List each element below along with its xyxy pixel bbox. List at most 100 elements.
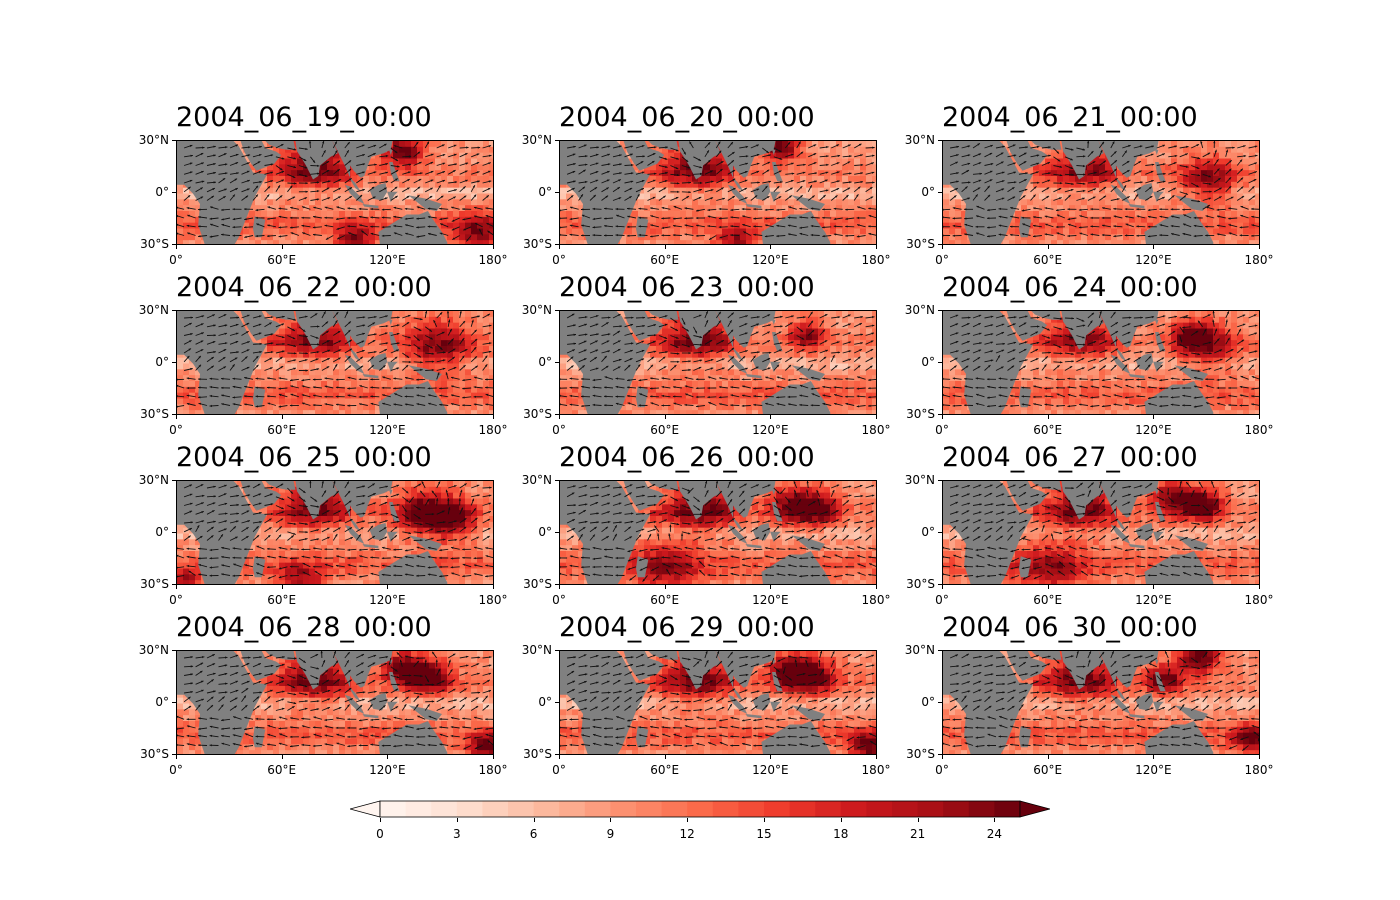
lon-label: 180° — [1244, 423, 1274, 437]
land-mass — [295, 311, 338, 350]
lon-tick — [664, 415, 666, 419]
land-mass — [560, 311, 651, 414]
land-mass — [1155, 502, 1166, 522]
land-mass — [1031, 141, 1062, 150]
lon-tick — [876, 755, 877, 759]
lon-tick — [1153, 245, 1155, 249]
lon-label: 120°E — [369, 593, 406, 607]
lat-label: 0° — [921, 525, 935, 539]
land-mass — [648, 311, 679, 320]
lat-label: 30°S — [523, 237, 552, 251]
lon-label: 60°E — [650, 423, 680, 437]
lon-label: 120°E — [369, 423, 406, 437]
land-mass — [1031, 651, 1062, 660]
lat-tick — [938, 584, 942, 585]
colorbar-tick — [610, 818, 612, 822]
land-mass — [1135, 183, 1154, 201]
land-mass — [1006, 651, 1048, 681]
colorbar-tick — [456, 818, 458, 822]
lon-tick — [942, 585, 943, 589]
lat-tick — [172, 532, 176, 533]
land-mass — [1061, 481, 1104, 520]
panel-title: 2004_06_19_00:00 — [176, 102, 432, 133]
lat-tick — [172, 754, 176, 755]
land-mass — [636, 726, 649, 748]
lat-tick — [555, 480, 559, 481]
lon-label: 120°E — [752, 763, 789, 777]
land-mass — [295, 481, 338, 520]
lon-label: 60°E — [1033, 593, 1063, 607]
panel-title: 2004_06_29_00:00 — [559, 612, 815, 643]
lon-tick — [942, 755, 943, 759]
lat-label: 30°N — [521, 133, 552, 147]
lon-label: 0° — [169, 593, 183, 607]
lat-label: 0° — [155, 525, 169, 539]
lon-tick — [176, 755, 177, 759]
land-mass — [1153, 531, 1164, 543]
lon-tick — [1047, 415, 1049, 419]
lat-label: 0° — [538, 355, 552, 369]
lat-tick — [938, 192, 942, 193]
land-mass — [752, 353, 771, 371]
land-mass — [240, 141, 282, 171]
lon-label: 180° — [861, 763, 891, 777]
lon-tick — [1259, 585, 1260, 589]
lon-tick — [876, 415, 877, 419]
lon-tick — [1047, 245, 1049, 249]
land-mass — [1006, 481, 1048, 511]
lon-tick — [1153, 415, 1155, 419]
lat-label: 30°S — [523, 577, 552, 591]
land-mass — [772, 149, 776, 155]
land-mass — [745, 204, 762, 209]
lon-tick — [387, 415, 389, 419]
lon-label: 120°E — [1135, 423, 1172, 437]
map-canvas — [560, 651, 876, 754]
colorbar-bin — [482, 801, 509, 817]
lat-tick — [555, 584, 559, 585]
land-mass — [1155, 489, 1159, 495]
lat-label: 0° — [155, 185, 169, 199]
land-mass — [772, 162, 783, 182]
lon-label: 120°E — [369, 763, 406, 777]
land-mass — [1110, 354, 1131, 374]
land-mass — [369, 523, 388, 541]
land-mass — [791, 195, 825, 211]
lat-label: 30°S — [140, 407, 169, 421]
land-mass — [369, 693, 388, 711]
lat-tick — [555, 532, 559, 533]
colorbar-tick — [994, 818, 996, 822]
land-mass — [177, 311, 268, 414]
lon-tick — [942, 245, 943, 249]
land-mass — [1128, 374, 1145, 379]
colorbar-bin — [559, 801, 586, 817]
map-panel — [176, 650, 494, 755]
map-panel — [559, 650, 877, 755]
land-mass — [1098, 311, 1159, 362]
lat-label: 30°S — [140, 577, 169, 591]
land-mass — [1110, 524, 1131, 544]
colorbar-bin — [687, 801, 714, 817]
land-mass — [332, 311, 393, 362]
map-panel — [942, 650, 1260, 755]
lon-tick — [493, 415, 494, 419]
lon-tick — [770, 245, 772, 249]
lat-tick — [172, 362, 176, 363]
land-mass — [344, 184, 365, 204]
lon-label: 0° — [552, 423, 566, 437]
lon-tick — [664, 755, 666, 759]
lat-tick — [938, 754, 942, 755]
lat-tick — [555, 414, 559, 415]
lat-label: 0° — [538, 695, 552, 709]
land-mass — [1144, 551, 1214, 584]
land-mass — [408, 705, 442, 721]
land-mass — [1144, 721, 1214, 754]
map-canvas — [177, 481, 493, 584]
land-mass — [772, 332, 783, 352]
land-mass — [1019, 216, 1032, 238]
land-mass — [770, 531, 781, 543]
lon-label: 0° — [552, 763, 566, 777]
lon-tick — [1153, 585, 1155, 589]
lon-tick — [1259, 415, 1260, 419]
lat-label: 30°N — [904, 133, 935, 147]
land-mass — [344, 354, 365, 374]
